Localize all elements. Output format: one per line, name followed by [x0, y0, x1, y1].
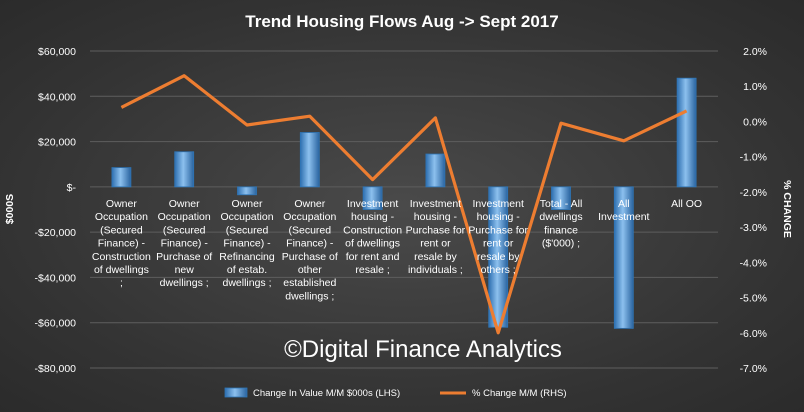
bar: [362, 186, 383, 210]
right-tick-label: 0.0%: [743, 116, 767, 128]
category-label: All OO: [671, 198, 702, 210]
right-axis-ticks: 2.0% 1.0% 0.0% -1.0% -2.0% -3.0% -4.0% -5.0% -6.…: [740, 46, 767, 375]
category-label: Owner Occupation (Secured Finance) -Constru…: [92, 198, 151, 289]
right-tick-label: -7.0%: [740, 363, 767, 375]
left-tick-label: $20,000: [38, 137, 76, 149]
left-axis-title: $000S: [4, 194, 16, 224]
right-tick-label: -5.0%: [740, 293, 767, 305]
left-axis-ticks: $60,000 $40,000 $20,000 $- -$20,000 -$40,000 -…: [35, 46, 77, 375]
left-tick-label: -$40,000: [35, 272, 77, 284]
bar-series: [111, 77, 697, 329]
category-label: Investment housing -Construction of dwelli…: [343, 198, 402, 276]
category-label: Owner Occupation (Secured Finance) -Purchas…: [156, 198, 212, 289]
bar: [237, 186, 257, 196]
bar: [299, 132, 320, 188]
category-label: Owner Occupation (Secured Finance) -Refinan…: [219, 198, 275, 289]
bar: [676, 77, 697, 188]
left-tick-label: $60,000: [38, 46, 76, 58]
right-tick-label: -6.0%: [740, 328, 767, 340]
legend: Change In Value M/M $000s (LHS) % Change…: [224, 387, 567, 399]
legend-bar-label: Change In Value M/M $000s (LHS): [253, 388, 400, 399]
bar: [174, 151, 195, 188]
category-label: Investment housing -Purchase for rent or re…: [468, 198, 528, 276]
right-tick-label: -4.0%: [740, 257, 767, 269]
line-series: [120, 74, 688, 335]
bar: [613, 186, 634, 329]
left-tick-label: -$60,000: [35, 318, 77, 330]
right-tick-label: 2.0%: [743, 46, 767, 58]
left-tick-label: $40,000: [38, 91, 76, 103]
right-tick-label: 1.0%: [743, 81, 767, 93]
category-labels: Owner Occupation (Secured Finance) -Constru…: [92, 198, 702, 302]
gridlines: [90, 50, 718, 369]
category-label: Investment housing -Purchase for rent or re…: [406, 198, 466, 276]
category-label: All Investment: [598, 198, 649, 223]
category-label: Owner Occupation (Secured Finance) -Purchas…: [282, 198, 338, 302]
left-tick-label: -$20,000: [35, 227, 77, 239]
watermark-text: ©Digital Finance Analytics: [284, 336, 562, 363]
bar: [111, 167, 132, 188]
bar: [425, 153, 446, 188]
legend-bar-swatch: [224, 387, 248, 398]
category-label: Total - All dwellings finance ($'000) ;: [539, 198, 582, 250]
chart-title: Trend Housing Flows Aug -> Sept 2017: [245, 12, 558, 31]
legend-line-label: % Change M/M (RHS): [472, 388, 567, 399]
right-tick-label: -1.0%: [740, 152, 767, 164]
right-axis-title: % CHANGE: [781, 180, 793, 238]
right-tick-label: -2.0%: [740, 187, 767, 199]
left-tick-label: -$80,000: [35, 363, 77, 375]
series-line: [120, 74, 688, 335]
left-tick-label: $-: [67, 182, 77, 194]
bar: [551, 186, 571, 210]
right-tick-label: -3.0%: [740, 222, 767, 234]
